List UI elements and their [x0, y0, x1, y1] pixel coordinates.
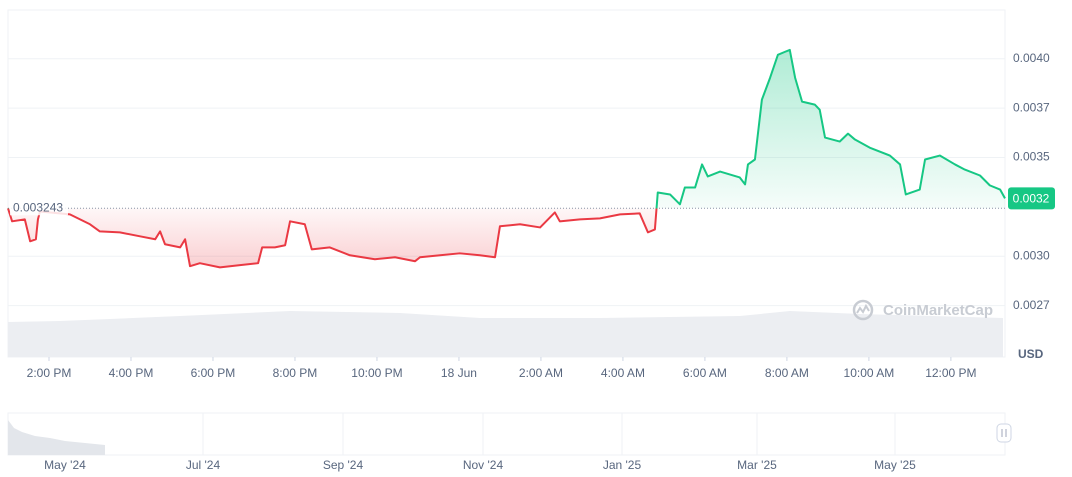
navigator-frame	[7, 412, 1006, 456]
navigator-label: Mar '25	[737, 458, 777, 472]
navigator-label: Sep '24	[323, 458, 364, 472]
x-tick-label: 8:00 PM	[273, 366, 318, 380]
x-tick-label: 10:00 PM	[351, 366, 402, 380]
baseline-label: 0.003243	[13, 200, 63, 214]
y-tick-label: 0.0035	[1013, 150, 1050, 164]
y-tick-label: 0.0040	[1013, 51, 1050, 65]
volume-strip	[8, 311, 1003, 357]
x-tick-label: 6:00 PM	[191, 366, 236, 380]
price-area	[8, 49, 1005, 268]
navigator-label: Jan '25	[603, 458, 642, 472]
navigator-label: Jul '24	[186, 458, 221, 472]
current-price-label: 0.0032	[1013, 192, 1050, 206]
navigator-dividers	[202, 413, 896, 455]
watermark: CoinMarketCap	[852, 299, 993, 321]
x-tick-label: 4:00 PM	[109, 366, 154, 380]
x-tick-label: 10:00 AM	[844, 366, 895, 380]
baseline-label-bg	[10, 199, 68, 216]
y-tick-label: 0.0037	[1013, 100, 1050, 114]
y-tick-label: 0.0027	[1013, 298, 1050, 312]
x-tick-label: 8:00 AM	[765, 366, 809, 380]
y-tick-label: 0.0030	[1013, 248, 1050, 262]
navigator-label: Nov '24	[463, 458, 504, 472]
x-tick-label: 6:00 AM	[683, 366, 727, 380]
navigator-area	[8, 420, 105, 455]
y-axis-label: USD	[1018, 347, 1044, 361]
navigator-label: May '25	[874, 458, 916, 472]
x-tick-label: 2:00 AM	[519, 366, 563, 380]
x-tick-label: 18 Jun	[441, 366, 477, 380]
watermark-text: CoinMarketCap	[883, 302, 993, 319]
navigator-label: May '24	[44, 458, 86, 472]
x-tick-label: 2:00 PM	[27, 366, 72, 380]
current-price-box	[1008, 187, 1055, 210]
navigator-handle[interactable]	[996, 423, 1012, 443]
price-line	[7, 48, 1006, 269]
x-tick-label: 4:00 AM	[601, 366, 645, 380]
x-tick-label: 12:00 PM	[925, 366, 976, 380]
